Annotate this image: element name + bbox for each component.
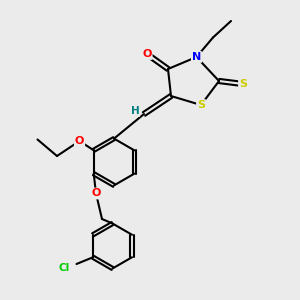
Text: S: S [197, 100, 205, 110]
Text: O: O [142, 49, 152, 59]
Text: H: H [130, 106, 140, 116]
Text: O: O [91, 188, 101, 199]
Text: N: N [192, 52, 201, 62]
Text: O: O [75, 136, 84, 146]
Text: Cl: Cl [59, 262, 70, 273]
Text: S: S [239, 79, 247, 89]
